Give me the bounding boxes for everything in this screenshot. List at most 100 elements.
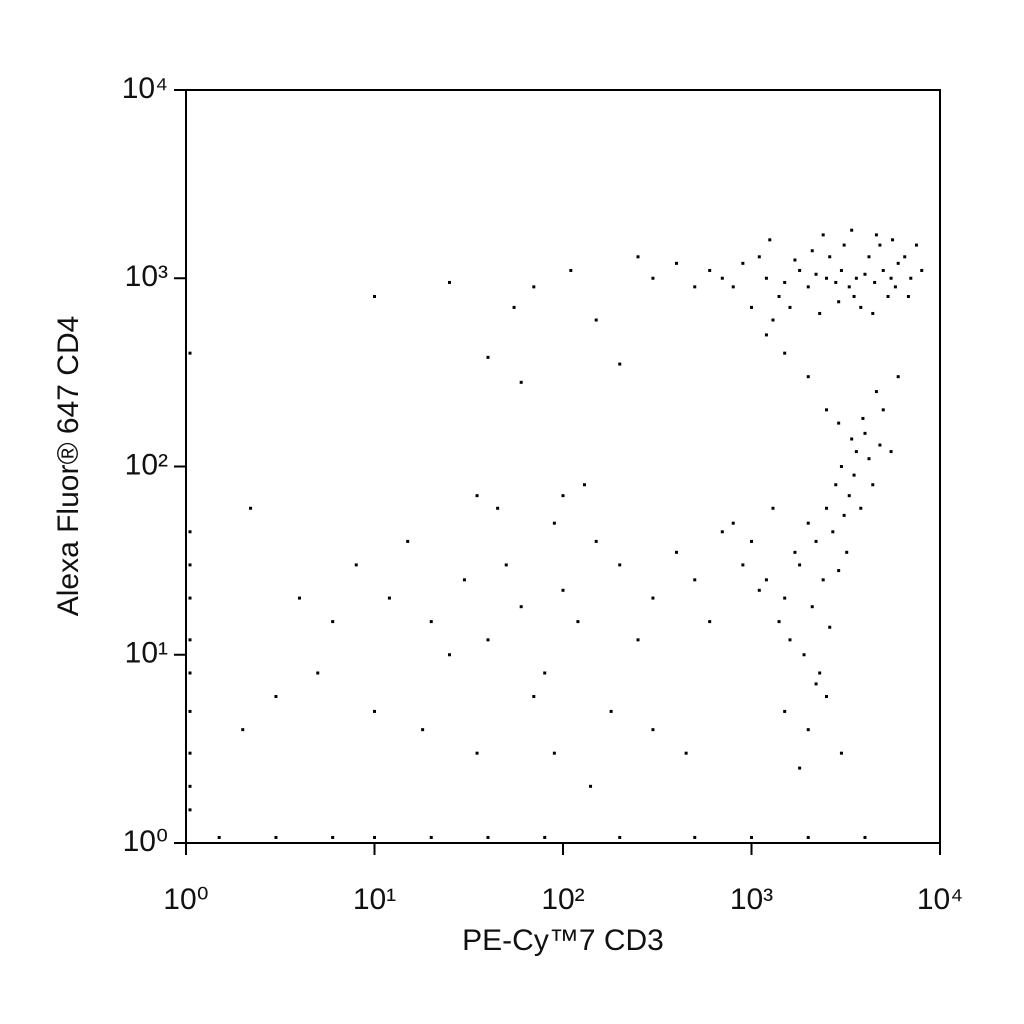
y-tick-label: 10⁴ — [122, 72, 168, 105]
data-point — [889, 450, 893, 454]
data-point — [810, 249, 814, 253]
data-point — [842, 513, 846, 517]
data-point — [854, 450, 858, 454]
data-point — [496, 506, 500, 510]
x-tick-label: 10¹ — [353, 883, 396, 916]
data-point — [576, 620, 580, 624]
data-point — [850, 437, 854, 441]
data-point — [674, 550, 678, 554]
data-point — [552, 521, 556, 525]
data-point — [750, 305, 753, 309]
data-point — [750, 835, 753, 839]
data-point — [852, 294, 856, 298]
data-point — [741, 261, 745, 265]
data-point — [798, 563, 802, 567]
data-point — [818, 311, 822, 315]
data-point — [863, 835, 867, 839]
data-point — [504, 563, 508, 567]
data-point — [486, 355, 490, 359]
y-tick-label: 10³ — [125, 260, 168, 293]
data-point — [788, 638, 792, 642]
data-point — [764, 333, 768, 337]
data-point — [854, 276, 858, 280]
data-point — [188, 671, 192, 675]
data-point — [859, 305, 863, 309]
data-point — [771, 318, 775, 322]
x-tick-label: 10⁰ — [163, 883, 208, 916]
data-point — [818, 671, 822, 675]
data-point — [810, 605, 814, 609]
data-point — [871, 483, 875, 487]
data-point — [429, 620, 433, 624]
data-point — [881, 408, 885, 412]
data-point — [274, 835, 278, 839]
data-point — [837, 300, 841, 304]
data-point — [569, 268, 573, 272]
data-point — [708, 268, 712, 272]
data-point — [618, 362, 622, 366]
data-point — [837, 569, 841, 573]
data-point — [839, 268, 843, 272]
data-point — [828, 625, 832, 629]
data-point — [788, 305, 792, 309]
data-point — [429, 835, 433, 839]
data-point — [731, 521, 735, 525]
data-point — [188, 563, 192, 567]
data-point — [874, 390, 878, 394]
data-point — [814, 539, 818, 543]
data-point — [241, 728, 245, 732]
data-point — [188, 530, 192, 534]
data-point — [274, 695, 278, 699]
data-point — [920, 268, 924, 272]
data-point — [188, 351, 192, 355]
data-point — [731, 285, 735, 289]
data-point — [693, 578, 697, 582]
data-point — [798, 766, 802, 770]
data-point — [543, 671, 547, 675]
data-point — [532, 285, 536, 289]
data-point — [188, 808, 192, 812]
data-point — [793, 550, 797, 554]
data-point — [793, 258, 797, 262]
data-point — [828, 255, 832, 259]
data-point — [867, 457, 871, 461]
data-point — [806, 521, 810, 525]
data-point — [814, 272, 818, 276]
data-point — [561, 494, 565, 498]
data-point — [684, 751, 688, 755]
data-point — [297, 596, 301, 600]
data-point — [475, 494, 479, 498]
data-point — [903, 255, 907, 259]
data-point — [777, 294, 781, 298]
x-tick-label: 10⁴ — [917, 883, 963, 916]
data-point — [188, 596, 192, 600]
x-tick-label: 10² — [541, 883, 584, 916]
data-point — [802, 653, 806, 657]
data-point — [783, 351, 787, 355]
data-point — [878, 443, 882, 447]
data-point — [878, 243, 882, 247]
data-point — [217, 835, 221, 839]
data-point — [421, 728, 425, 732]
data-point — [821, 578, 825, 582]
data-point — [821, 233, 825, 237]
y-tick-label: 10¹ — [125, 637, 168, 670]
data-point — [519, 380, 523, 384]
data-point — [764, 276, 768, 280]
data-point — [874, 233, 878, 237]
y-tick-label: 10⁰ — [123, 825, 168, 858]
data-point — [757, 588, 761, 592]
data-point — [847, 285, 851, 289]
data-point — [618, 563, 622, 567]
data-point — [486, 638, 490, 642]
data-point — [561, 588, 565, 592]
data-point — [188, 751, 192, 755]
data-point — [636, 255, 640, 259]
data-point — [842, 243, 846, 247]
data-point — [188, 784, 192, 788]
data-point — [708, 620, 712, 624]
data-point — [825, 408, 829, 412]
data-point — [852, 473, 856, 477]
